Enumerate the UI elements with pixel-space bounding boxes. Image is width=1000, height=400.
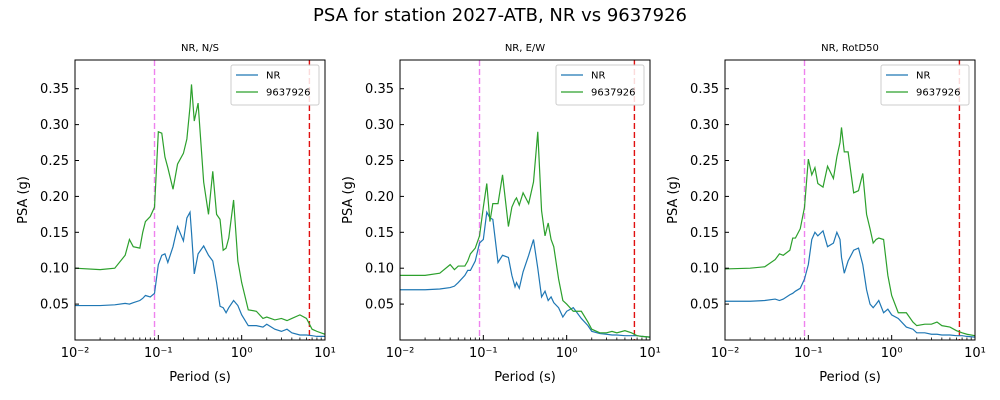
y-tick-label: 0.30 bbox=[40, 118, 69, 133]
series-line-event bbox=[75, 84, 325, 335]
series-line-nr bbox=[400, 210, 650, 338]
x-tick-label: 10⁰ bbox=[231, 346, 253, 361]
y-tick-label: 0.35 bbox=[690, 82, 719, 97]
x-tick-label: 10⁻² bbox=[61, 346, 90, 361]
plot-frame bbox=[724, 59, 976, 341]
subplot-2: NR, E/W 0.05 0.10 0.15 0.20 0.25 0.30 0.35 10⁻² 1… bbox=[341, 43, 661, 385]
y-tick-label: 0.20 bbox=[40, 190, 69, 205]
y-tick-label: 0.10 bbox=[365, 262, 394, 277]
legend-label: NR bbox=[916, 71, 930, 82]
legend-label: NR bbox=[266, 71, 280, 82]
x-tick-label: 10⁻² bbox=[386, 346, 415, 361]
y-tick-label: 0.15 bbox=[40, 226, 69, 241]
x-tick-label: 10⁰ bbox=[881, 346, 903, 361]
series-line-event bbox=[725, 127, 975, 337]
x-axis-label: Period (s) bbox=[169, 370, 231, 385]
legend-label: 9637926 bbox=[916, 88, 961, 99]
y-tick-label: 0.30 bbox=[690, 118, 719, 133]
x-tick-label: 10⁻¹ bbox=[469, 346, 498, 361]
y-tick-label: 0.35 bbox=[40, 82, 69, 97]
x-tick-label: 10⁰ bbox=[556, 346, 578, 361]
legend-label: 9637926 bbox=[266, 88, 311, 99]
y-tick-label: 0.05 bbox=[365, 298, 394, 313]
x-axis-label: Period (s) bbox=[819, 370, 881, 385]
subplot-title: NR, RotD50 bbox=[821, 43, 879, 54]
y-axis-label: PSA (g) bbox=[341, 176, 356, 224]
legend-label: 9637926 bbox=[591, 88, 636, 99]
y-tick-label: 0.05 bbox=[40, 298, 69, 313]
figure-title: PSA for station 2027-ATB, NR vs 9637926 bbox=[312, 5, 687, 26]
legend-label: NR bbox=[591, 71, 605, 82]
x-tick-label: 10¹ bbox=[314, 346, 336, 361]
legend: NR 9637926 bbox=[230, 64, 320, 106]
legend: NR 9637926 bbox=[880, 64, 970, 106]
x-tick-label: 10¹ bbox=[639, 346, 661, 361]
legend: NR 9637926 bbox=[555, 64, 645, 106]
y-tick-label: 0.05 bbox=[690, 298, 719, 313]
x-tick-label: 10⁻¹ bbox=[144, 346, 173, 361]
y-tick-label: 0.10 bbox=[690, 262, 719, 277]
y-tick-label: 0.15 bbox=[690, 226, 719, 241]
y-tick-label: 0.35 bbox=[365, 82, 394, 97]
y-axis-label: PSA (g) bbox=[666, 176, 681, 224]
series-line-event bbox=[400, 131, 650, 338]
y-tick-label: 0.10 bbox=[40, 262, 69, 277]
y-tick-label: 0.20 bbox=[690, 190, 719, 205]
x-tick-label: 10⁻¹ bbox=[794, 346, 823, 361]
y-tick-label: 0.20 bbox=[365, 190, 394, 205]
series-line-nr bbox=[75, 210, 325, 338]
x-axis-label: Period (s) bbox=[494, 370, 556, 385]
y-tick-label: 0.30 bbox=[365, 118, 394, 133]
subplot-3: NR, RotD50 0.05 0.10 0.15 0.20 0.25 0.30 0.35 10… bbox=[666, 43, 986, 385]
x-tick-label: 10⁻² bbox=[711, 346, 740, 361]
x-tick-label: 10¹ bbox=[964, 346, 986, 361]
subplot-title: NR, N/S bbox=[181, 43, 219, 54]
series-line-nr bbox=[725, 229, 975, 338]
plot-frame bbox=[74, 59, 326, 341]
subplot-title: NR, E/W bbox=[505, 43, 545, 54]
y-tick-label: 0.25 bbox=[690, 154, 719, 169]
y-tick-label: 0.15 bbox=[365, 226, 394, 241]
subplot-1: NR, N/S 0.05 0.10 0.15 0.20 0.25 0.30 0.35 10⁻² 1… bbox=[16, 43, 336, 385]
y-tick-label: 0.25 bbox=[40, 154, 69, 169]
y-tick-label: 0.25 bbox=[365, 154, 394, 169]
y-axis-label: PSA (g) bbox=[16, 176, 31, 224]
plot-frame bbox=[399, 59, 651, 341]
